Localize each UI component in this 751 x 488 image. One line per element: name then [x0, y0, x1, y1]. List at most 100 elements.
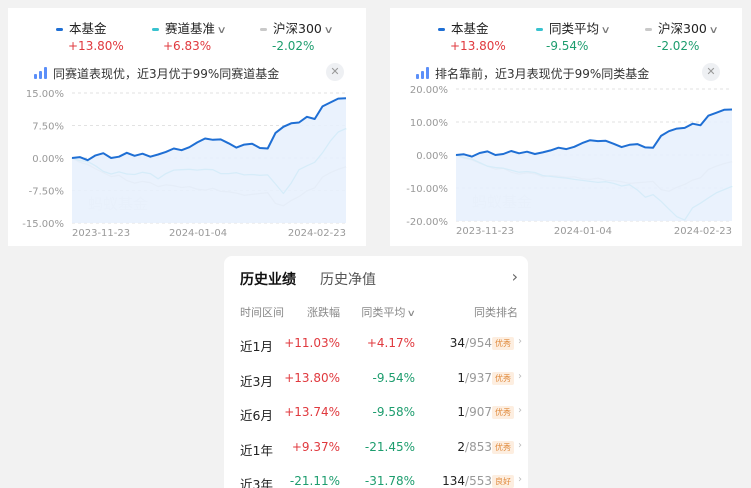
rank-value: 1/907	[457, 405, 492, 420]
bar-chart-icon	[416, 67, 429, 79]
line-chart: 20.00%10.00%0.00%-10.00%-20.00%蚂蚁基金2023-…	[406, 85, 733, 237]
history-performance-panel: 历史业绩 历史净值 › 时间区间 涨跌幅 同类平均 ∨ 同类排名 近1月 +11.0…	[224, 256, 528, 488]
rating-badge: 良好	[492, 475, 514, 488]
x-tick-label: 2024-02-23	[674, 226, 732, 237]
period-label: 近3年	[240, 477, 273, 488]
insight-banner: 排名靠前，近3月表现优于99%同类基金 ✕	[416, 63, 732, 83]
chart-panel-peer: 本基金 +13.80% 同类平均 ∨ -9.54% 沪深300 ∨ -2.02% 排名靠前，近…	[390, 8, 742, 246]
y-tick-label: 10.00%	[410, 118, 448, 129]
chevron-right-icon: ›	[518, 370, 522, 382]
rank-value: 134/553	[442, 474, 492, 488]
change-value: +11.03%	[284, 336, 340, 350]
change-value: +13.74%	[284, 405, 340, 420]
chevron-down-icon[interactable]: ∨	[323, 25, 334, 36]
table-row[interactable]: 近3月 +13.80% -9.54% 1/937 优秀 ›	[224, 363, 528, 397]
change-value: +9.37%	[291, 439, 340, 454]
line-chart: 15.00%7.50%0.00%-7.50%-15.00%蚂蚁基金2023-11…	[22, 89, 347, 239]
peer-average-value: -9.58%	[372, 405, 415, 420]
legend-label: 赛道基准 ∨	[152, 18, 227, 37]
chevron-down-icon[interactable]: ∨	[708, 25, 719, 36]
header-period: 时间区间	[240, 306, 284, 319]
rank-value: 34/954	[449, 336, 492, 350]
legend-value: +13.80%	[68, 39, 124, 53]
tab-bar: 历史业绩 历史净值 ›	[224, 256, 528, 300]
y-tick-label: 0.00%	[416, 151, 448, 162]
close-icon[interactable]: ✕	[326, 63, 344, 81]
chart-panel-track: 本基金 +13.80% 赛道基准 ∨ +6.83% 沪深300 ∨ -2.02% 同赛道表现优…	[8, 8, 366, 246]
close-icon[interactable]: ✕	[702, 63, 720, 81]
chevron-right-icon[interactable]: ›	[511, 267, 518, 286]
peer-average-value: -31.78%	[364, 474, 415, 488]
peer-average-value: -9.54%	[372, 370, 415, 385]
x-tick-label: 2024-01-04	[554, 226, 612, 237]
chevron-right-icon: ›	[518, 336, 522, 347]
header-change: 涨跌幅	[307, 306, 340, 319]
y-tick-label: -20.00%	[406, 217, 448, 228]
chart-legend: 本基金 +13.80% 赛道基准 ∨ +6.83% 沪深300 ∨ -2.02%	[8, 18, 366, 58]
chevron-right-icon: ›	[518, 439, 522, 451]
x-tick-label: 2024-01-04	[169, 228, 227, 239]
period-label: 近1年	[240, 442, 273, 458]
tab-history-performance[interactable]: 历史业绩	[240, 272, 296, 288]
tab-history-nav[interactable]: 历史净值	[320, 272, 376, 288]
legend-label: 同类平均 ∨	[536, 18, 611, 37]
y-tick-label: 15.00%	[26, 89, 64, 100]
chevron-right-icon: ›	[518, 405, 522, 417]
insight-text: 排名靠前，近3月表现优于99%同类基金	[435, 66, 650, 81]
header-peer-rank: 同类排名	[474, 306, 518, 319]
chevron-down-icon[interactable]: ∨	[216, 25, 227, 36]
y-tick-label: -15.00%	[22, 219, 64, 230]
fund-area-fill	[456, 109, 732, 221]
insight-banner: 同赛道表现优，近3月优于99%同赛道基金 ✕	[34, 63, 356, 83]
rating-badge: 优秀	[492, 440, 514, 454]
rank-value: 2/853	[457, 439, 492, 454]
rank-value: 1/937	[457, 370, 492, 385]
series-line-0	[455, 108, 733, 158]
period-label: 近1月	[240, 339, 273, 354]
insight-text: 同赛道表现优，近3月优于99%同赛道基金	[53, 66, 280, 81]
legend-value: -9.54%	[546, 39, 589, 53]
change-value: -21.11%	[289, 474, 340, 488]
period-label: 近3月	[240, 373, 273, 389]
header-peer-average[interactable]: 同类平均 ∨	[361, 306, 417, 319]
fund-area-fill	[72, 98, 346, 223]
legend-swatch	[536, 28, 543, 31]
legend-label: 本基金	[438, 18, 489, 37]
legend-label: 沪深300 ∨	[645, 18, 719, 37]
table-row[interactable]: 近6月 +13.74% -9.58% 1/907 优秀 ›	[224, 397, 528, 431]
table-row[interactable]: 近1月 +11.03% +4.17% 34/954 优秀 ›	[224, 328, 528, 362]
change-value: +13.80%	[284, 370, 340, 385]
legend-swatch	[152, 28, 159, 31]
bar-chart-icon	[34, 67, 47, 79]
x-tick-label: 2023-11-23	[72, 228, 130, 239]
peer-average-value: +4.17%	[366, 336, 415, 350]
y-tick-label: -10.00%	[406, 184, 448, 195]
x-tick-label: 2024-02-23	[288, 228, 346, 239]
y-tick-label: -7.50%	[29, 187, 64, 198]
legend-swatch	[438, 28, 445, 31]
legend-swatch	[260, 28, 267, 31]
legend-value: -2.02%	[657, 39, 700, 53]
legend-swatch	[645, 28, 652, 31]
rating-badge: 优秀	[492, 406, 514, 420]
period-label: 近6月	[240, 408, 273, 424]
legend-label: 本基金	[56, 18, 107, 37]
series-line-0	[71, 97, 347, 162]
table-row[interactable]: 近3年 -21.11% -31.78% 134/553 良好 ›	[224, 466, 528, 488]
legend-value: +13.80%	[450, 39, 506, 53]
x-tick-label: 2023-11-23	[456, 226, 514, 237]
legend-value: +6.83%	[163, 39, 212, 53]
legend-value: -2.02%	[272, 39, 315, 53]
chevron-right-icon: ›	[518, 474, 522, 486]
y-tick-label: 20.00%	[410, 85, 448, 96]
peer-average-value: -21.45%	[364, 439, 415, 454]
rating-badge: 优秀	[492, 337, 514, 350]
y-tick-label: 0.00%	[32, 154, 64, 165]
chevron-down-icon: ∨	[407, 309, 417, 319]
legend-swatch	[56, 28, 63, 31]
chevron-down-icon[interactable]: ∨	[600, 25, 611, 36]
legend-label: 沪深300 ∨	[260, 18, 334, 37]
table-row[interactable]: 近1年 +9.37% -21.45% 2/853 优秀 ›	[224, 432, 528, 466]
y-tick-label: 7.50%	[32, 122, 64, 133]
rating-badge: 优秀	[492, 371, 514, 385]
